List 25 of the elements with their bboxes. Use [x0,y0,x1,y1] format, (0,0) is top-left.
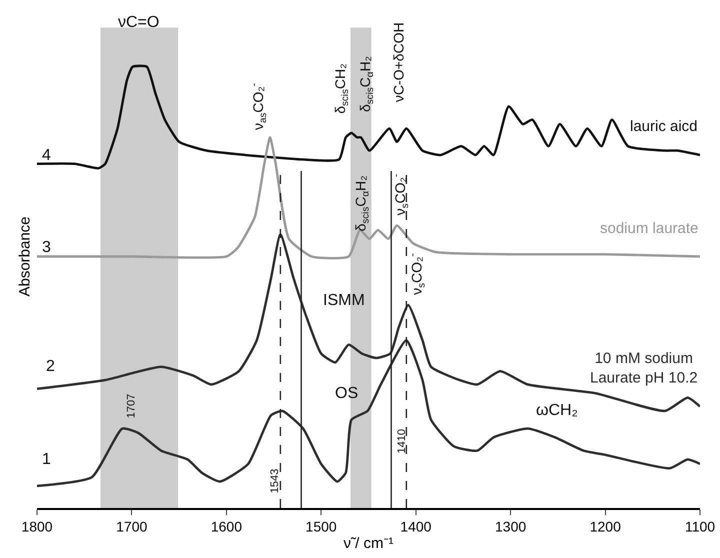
annotation: 1 [42,451,51,468]
x-tick-label: 1400 [400,518,432,535]
annotation: νC-O+δCOH [390,22,406,102]
x-tick-label: 1500 [306,518,337,535]
x-tick-label: 1200 [590,518,622,535]
x-tick-label: 1300 [494,518,526,535]
annotation: ωCH₂ [536,402,578,419]
x-tick-label: 1600 [210,518,242,535]
annotation: 1543 [269,468,282,494]
x-tick-label: 1700 [116,518,148,535]
series-label: lauric aicd [630,118,698,135]
x-tick-label: 1100 [684,518,716,535]
annotation: 1707 [125,394,138,418]
x-axis-title: ν̃ / cm⁻¹ [344,535,394,552]
y-axis-title: Absorbance [16,216,34,297]
annotation: 1410 [396,428,408,454]
x-tick-label: 1800 [21,518,53,535]
text: νC=O [118,14,160,31]
series-label: 10 mM sodium Laurate pH 10.2 [590,350,698,386]
series-label: sodium laurate [600,220,698,237]
annotation: OS [335,385,358,402]
annotation: ISMM [323,292,365,309]
annotation: 3 [42,239,51,256]
annotation: 2 [46,358,55,375]
annotation: 4 [42,147,51,164]
